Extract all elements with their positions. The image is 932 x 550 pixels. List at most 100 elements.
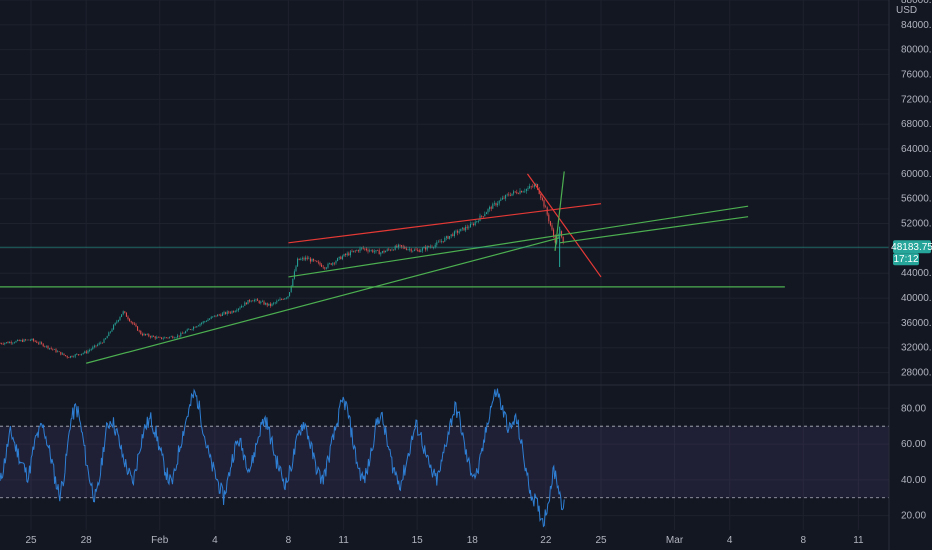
candle-body [66,355,68,358]
candle-body [196,326,198,328]
candle-body [370,250,372,251]
candle-body [529,186,531,189]
candle-body [244,302,246,306]
candle-body [396,245,398,248]
candle-body [137,326,139,331]
candle-body [549,221,551,226]
candle-body [239,307,241,309]
candle-body [541,198,543,200]
candle-body [241,306,243,308]
rsi-pane[interactable] [0,388,889,528]
candle-body [109,331,111,333]
candle-body [457,230,459,233]
candle-body [495,203,497,206]
candle-body [335,260,337,264]
candle-body [121,314,123,318]
candle-body [133,323,135,325]
candle-body [356,250,358,251]
candle-body [284,298,286,300]
candle-body [100,342,102,344]
candle-body [185,331,187,334]
candle-body [348,253,350,256]
candle-body [207,319,209,322]
candle-body [524,191,526,192]
time-tick-label: Mar [666,535,684,546]
candles [0,182,564,359]
candle-body [345,254,347,255]
candle-body [434,244,436,248]
candle-body [215,315,217,317]
candle-body [474,221,476,226]
candle-body [389,249,391,251]
candle-body [513,191,515,194]
candle-body [15,340,17,343]
candle-body [517,193,519,195]
candle-body [41,342,43,344]
trendline[interactable] [86,237,560,364]
candle-body [340,256,342,260]
candle-body [346,253,348,255]
last-price-badge-bg [893,240,931,254]
candle-body [551,225,553,230]
candle-body [255,299,257,301]
price-tick-label: 64000.00 [901,144,932,155]
trendline[interactable] [554,171,565,251]
candle-body [308,258,310,260]
candle-body [407,249,409,250]
candle-body [442,241,444,242]
candle-body [316,260,318,262]
candle-body [117,319,119,322]
candle-body [516,192,518,194]
candle-body [85,351,87,353]
trendline[interactable] [288,203,602,244]
candle-body [90,349,92,350]
candle-body [221,313,223,316]
trendline[interactable] [559,216,749,244]
candle-body [362,247,364,249]
candle-body [471,223,473,225]
candle-body [36,341,38,343]
candle-body [234,311,236,313]
candle-body [201,322,203,324]
trendline[interactable] [526,173,602,278]
candle-body [490,207,492,209]
trendline[interactable] [288,205,749,278]
price-pane[interactable] [0,171,889,364]
candle-body [378,250,380,255]
candle-body [45,345,47,347]
candle-body [213,315,215,317]
candle-body [385,251,387,253]
candle-body [277,300,279,302]
candle-body [252,300,254,302]
candle-body [287,296,289,298]
candle-body [164,337,166,339]
candle-body [220,314,222,316]
candle-body [127,316,129,319]
candle-body [292,278,294,287]
candle-body [506,194,508,196]
candle-body [421,248,423,251]
candle-body [413,249,415,251]
candle-body [282,299,284,300]
candle-body [391,249,393,251]
time-tick-label: 25 [25,535,37,546]
candle-body [202,321,204,323]
candle-body [257,299,259,301]
rsi-axis[interactable]: 80.00 60.00 40.00 20.00 [901,403,926,521]
candle-body [223,312,225,314]
candle-body [322,266,324,268]
candle-body [505,194,507,199]
candle-body [157,337,159,338]
candle-body [383,251,385,253]
candle-body [245,302,247,305]
candle-body [65,355,67,356]
candle-body [20,340,22,341]
trendlines[interactable] [0,171,785,364]
candle-body [82,353,84,354]
candle-body [337,258,339,261]
candle-body [460,228,462,232]
candle-body [399,244,401,246]
candle-body [93,345,95,348]
time-axis[interactable]: 25 28 Feb 4 8 11 15 18 22 25 Mar 4 8 11 [25,535,864,546]
